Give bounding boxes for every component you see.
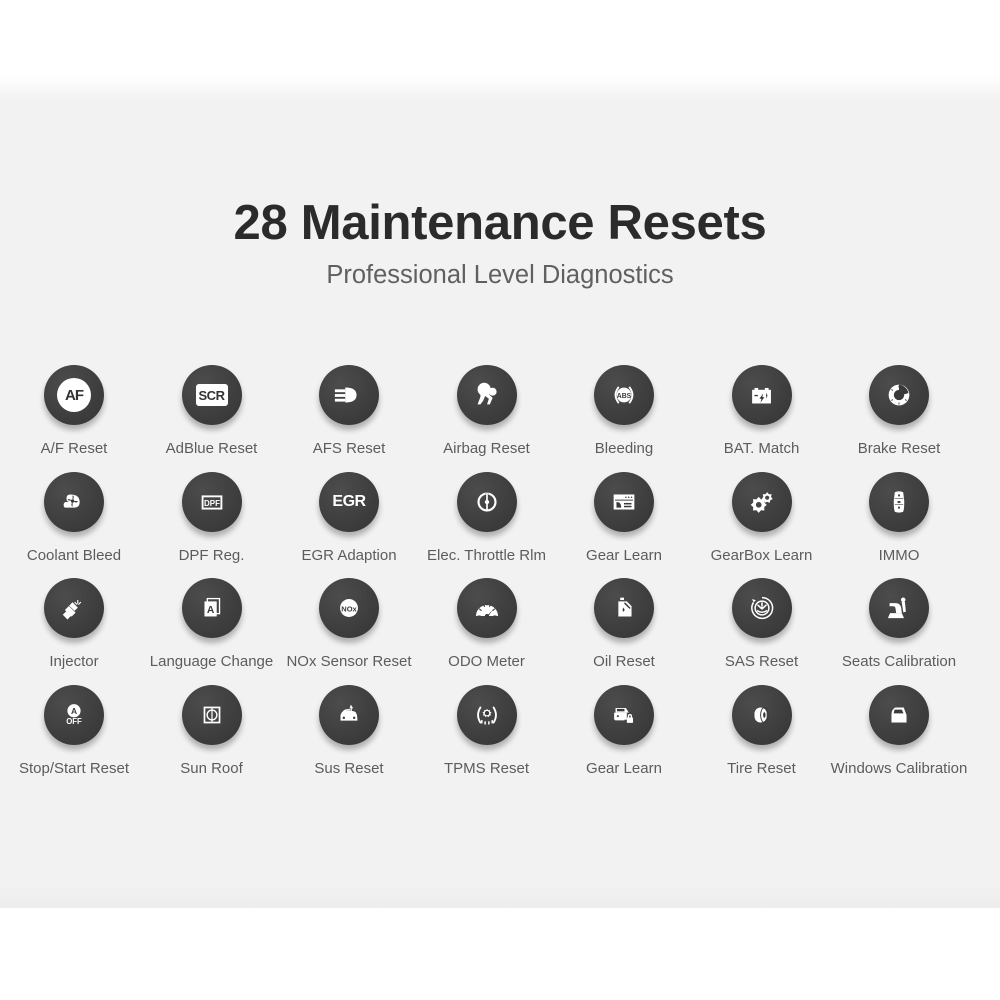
svg-text:NOx: NOx (341, 604, 357, 613)
svg-text:A: A (71, 706, 77, 716)
svg-text:DPF: DPF (204, 499, 220, 508)
svg-text:ABS: ABS (617, 393, 632, 400)
svg-text:A: A (206, 605, 214, 616)
svg-text:OFF: OFF (66, 717, 82, 726)
